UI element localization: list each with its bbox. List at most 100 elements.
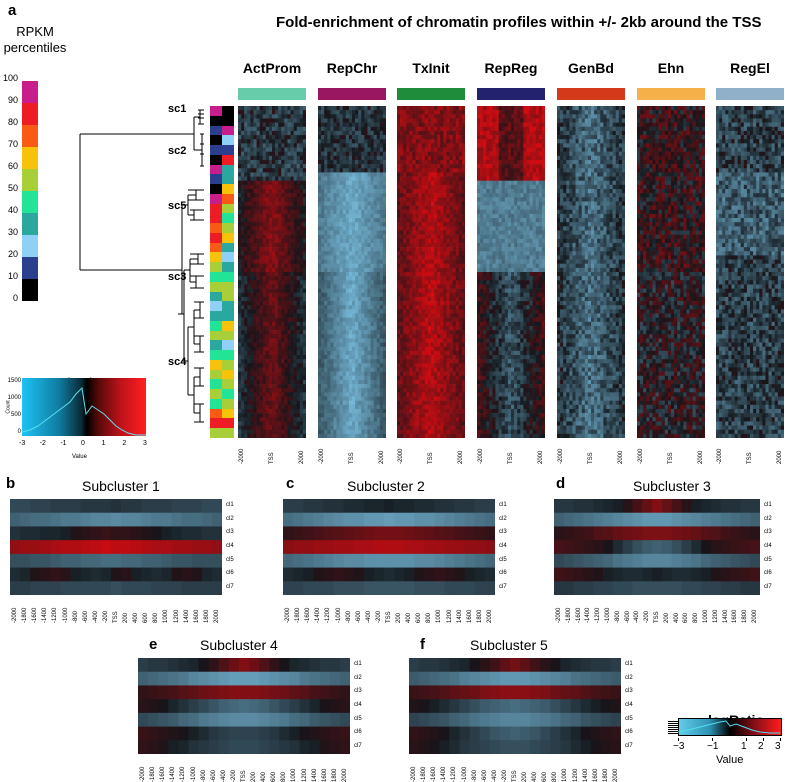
heatmap-cell bbox=[560, 658, 570, 672]
row-strip-cell bbox=[210, 428, 222, 438]
heatmap-cell bbox=[320, 740, 330, 754]
heatmap-bin-label: 800 bbox=[281, 772, 287, 782]
heatmap-cell bbox=[740, 513, 750, 527]
heatmap-cell bbox=[289, 740, 299, 754]
heatmap-row-label: cl3 bbox=[625, 688, 633, 694]
heatmap-cell bbox=[20, 568, 30, 582]
heatmap-bin-label: 1800 bbox=[477, 610, 483, 623]
heatmap-cell bbox=[571, 658, 581, 672]
heatmap-cell bbox=[530, 699, 540, 713]
heatmap-cell bbox=[384, 540, 394, 554]
heatmap-cell bbox=[455, 540, 465, 554]
heatmap-cell bbox=[480, 727, 490, 741]
heatmap-row-label: cl2 bbox=[354, 675, 362, 681]
heatmap-cell bbox=[652, 513, 662, 527]
heatmap-txinit bbox=[397, 106, 465, 438]
heatmap-cell bbox=[682, 568, 692, 582]
heatmap-bin-label: 600 bbox=[143, 613, 149, 623]
heatmap-cell bbox=[601, 727, 611, 741]
legend-tick-label: −3 bbox=[673, 741, 684, 752]
row-strip-cell bbox=[210, 282, 222, 292]
column-color-bar-actprom bbox=[238, 88, 306, 100]
heatmap-cell bbox=[564, 568, 574, 582]
heatmap-cell bbox=[574, 540, 584, 554]
heatmap-cell bbox=[374, 554, 384, 568]
heatmap-cell bbox=[323, 540, 333, 554]
heatmap-cell bbox=[340, 713, 350, 727]
heatmap-cell bbox=[672, 499, 682, 513]
heatmap-cell bbox=[111, 568, 121, 582]
heatmap-cell bbox=[731, 554, 741, 568]
heatmap-cell bbox=[178, 727, 188, 741]
heatmap-bin-label: -400 bbox=[93, 611, 99, 623]
subcluster-title-2: Subcluster 2 bbox=[347, 478, 425, 494]
heatmap-cell bbox=[344, 568, 354, 582]
heatmap-cell bbox=[672, 540, 682, 554]
heatmap-cell bbox=[603, 568, 613, 582]
heatmap-cell bbox=[333, 540, 343, 554]
heatmap-cell bbox=[354, 554, 364, 568]
column-header-repchr: RepChr bbox=[312, 60, 392, 76]
row-strip-cell bbox=[222, 282, 234, 292]
row-strip-cell bbox=[222, 165, 234, 175]
heatmap-bin-label: 1200 bbox=[447, 610, 453, 623]
row-strip-cell bbox=[222, 262, 234, 272]
heatmap-cell bbox=[611, 740, 621, 754]
heatmap-cell bbox=[591, 672, 601, 686]
heatmap-cell bbox=[691, 526, 701, 540]
heatmap-bin-label: 1800 bbox=[742, 610, 748, 623]
heatmap-bin-label: 400 bbox=[406, 613, 412, 623]
heatmap-bin-label: 600 bbox=[416, 613, 422, 623]
heatmap-cell bbox=[520, 672, 530, 686]
heatmap-cell bbox=[613, 513, 623, 527]
heatmap-bin-label: 1400 bbox=[457, 610, 463, 623]
heatmap-cell bbox=[40, 540, 50, 554]
heatmap-cell bbox=[374, 568, 384, 582]
heatmap-cell bbox=[429, 699, 439, 713]
heatmap-cell bbox=[601, 713, 611, 727]
heatmap-cell bbox=[310, 699, 320, 713]
heatmap-row-label: cl1 bbox=[764, 502, 772, 508]
subcluster-heatmap-4 bbox=[138, 658, 350, 754]
heatmap-cell bbox=[320, 699, 330, 713]
row-strip-cell bbox=[210, 418, 222, 428]
heatmap-cell bbox=[740, 499, 750, 513]
heatmap-cell bbox=[192, 554, 202, 568]
heatmap-row-label: cl4 bbox=[764, 543, 772, 549]
heatmap-cell bbox=[269, 713, 279, 727]
heatmap-row-label: cl5 bbox=[764, 557, 772, 563]
heatmap-cell bbox=[202, 554, 212, 568]
heatmap-cell bbox=[449, 740, 459, 754]
heatmap-cell bbox=[662, 540, 672, 554]
heatmap-cell bbox=[662, 526, 672, 540]
heatmap-cell bbox=[404, 540, 414, 554]
heatmap-cell bbox=[409, 713, 419, 727]
heatmap-cell bbox=[60, 568, 70, 582]
row-strip-cell bbox=[222, 135, 234, 145]
heatmap-cell bbox=[701, 568, 711, 582]
heatmap-bin-label: -200 bbox=[502, 770, 508, 782]
heatmap-row-label: cl7 bbox=[226, 584, 234, 590]
heatmap-cell bbox=[300, 713, 310, 727]
heatmap-cell bbox=[554, 513, 564, 527]
heatmap-cell bbox=[138, 672, 148, 686]
heatmap-cell bbox=[740, 554, 750, 568]
heatmap-cell bbox=[182, 581, 192, 595]
heatmap-cell bbox=[409, 740, 419, 754]
heatmap-cell bbox=[455, 581, 465, 595]
heatmap-bin-label: -1400 bbox=[441, 767, 447, 782]
heatmap-cell bbox=[91, 513, 101, 527]
percentile-label: 0 bbox=[0, 293, 18, 303]
heatmap-bin-label: 2000 bbox=[752, 610, 758, 623]
heatmap-cell bbox=[470, 672, 480, 686]
subcluster-heatmap-3 bbox=[554, 499, 760, 595]
row-strip-cell bbox=[210, 311, 222, 321]
heatmap-cell bbox=[151, 526, 161, 540]
heatmap-row-label: cl6 bbox=[354, 729, 362, 735]
heatmap-repreg bbox=[477, 106, 545, 438]
row-strip-cell bbox=[210, 233, 222, 243]
heatmap-cell bbox=[652, 581, 662, 595]
heatmap-cell bbox=[269, 658, 279, 672]
percentile-label: 20 bbox=[0, 249, 18, 259]
heatmap-cell bbox=[151, 513, 161, 527]
